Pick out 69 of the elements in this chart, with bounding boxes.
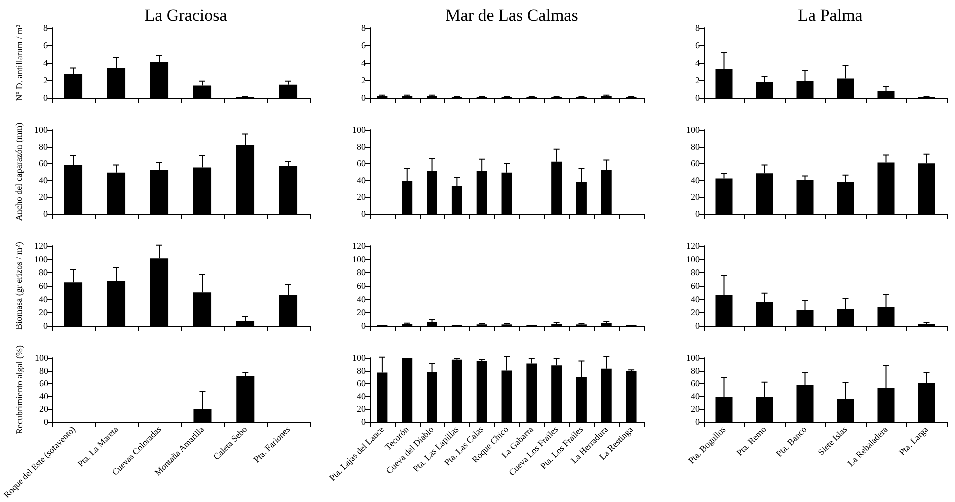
y-tick-label: 80: [357, 366, 366, 376]
y-tick-label: 2: [362, 76, 366, 86]
y-tick-label: 40: [691, 391, 700, 402]
x-tick-label: Siete Islas: [816, 424, 850, 458]
y-tick-label: 2: [696, 76, 700, 86]
y-tick-label: 80: [39, 142, 48, 152]
y-tick-label: 20: [39, 308, 48, 318]
y-tick-label: 0: [44, 416, 50, 427]
y-tick-label: 20: [691, 308, 700, 318]
y-tick-label: 40: [39, 175, 48, 186]
y-tick-label: 60: [40, 378, 50, 389]
y-axis-title: Nº D. antillarum / m²: [14, 24, 24, 102]
y-tick-label: 8: [44, 23, 48, 33]
y-tick-label: 20: [691, 404, 700, 414]
y-tick-label: 40: [357, 175, 366, 186]
y-tick-label: 6: [44, 40, 48, 50]
chart-title: La Graciosa: [144, 6, 228, 25]
chart-title: Mar de Las Calmas: [446, 6, 578, 25]
y-tick-label: 100: [34, 125, 48, 135]
y-tick-label: 100: [35, 353, 50, 363]
y-tick-label: 20: [40, 404, 50, 414]
y-tick-label: 20: [357, 192, 366, 202]
y-tick-label: 20: [691, 192, 700, 202]
y-tick-label: 20: [357, 404, 366, 414]
y-tick-label: 80: [691, 142, 700, 152]
y-tick-label: 60: [691, 158, 700, 169]
y-tick-label: 20: [357, 308, 366, 318]
y-tick-label: 60: [691, 281, 700, 291]
y-tick-label: 80: [357, 268, 366, 278]
y-tick-label: 100: [686, 125, 700, 135]
y-tick-label: 80: [357, 142, 366, 152]
y-tick-label: 120: [352, 241, 366, 251]
y-tick-label: 60: [691, 378, 700, 389]
y-tick-label: 100: [34, 254, 48, 264]
y-tick-label: 100: [686, 353, 700, 363]
y-tick-label: 60: [357, 281, 366, 291]
y-tick-label: 100: [686, 254, 700, 264]
y-tick-label: 80: [691, 268, 700, 278]
y-tick-label: 40: [39, 294, 48, 304]
y-tick-label: 80: [40, 366, 50, 376]
y-tick-label: 4: [362, 58, 366, 68]
y-tick-label: 40: [691, 175, 700, 186]
y-tick-label: 60: [39, 281, 48, 291]
y-tick-label: 40: [40, 391, 50, 402]
y-axis-title: Ancho del caparazón (mm): [14, 122, 24, 222]
y-tick-label: 40: [691, 294, 700, 304]
y-tick-label: 2: [44, 76, 48, 86]
y-axis-title: Biomasa (gr erizos / m²): [14, 242, 24, 330]
y-tick-label: 100: [352, 254, 366, 264]
y-tick-label: 80: [691, 366, 700, 376]
y-tick-label: 100: [352, 125, 366, 135]
y-tick-label: 60: [357, 378, 366, 389]
y-tick-label: 20: [39, 192, 48, 202]
y-tick-label: 8: [362, 23, 366, 33]
y-tick-label: 4: [696, 58, 700, 68]
y-tick-label: 8: [696, 23, 700, 33]
y-tick-label: 120: [34, 241, 48, 251]
y-tick-label: 100: [352, 353, 366, 363]
y-tick-label: 120: [686, 241, 700, 251]
chart-title: La Palma: [798, 6, 864, 25]
y-tick-label: 6: [362, 40, 366, 50]
y-tick-label: 40: [357, 294, 366, 304]
y-tick-label: 60: [357, 158, 366, 169]
y-axis-title: Recubrimiento algal (%): [14, 345, 25, 434]
y-tick-label: 80: [39, 268, 48, 278]
y-tick-label: 40: [357, 391, 366, 402]
y-tick-label: 6: [696, 40, 700, 50]
y-tick-label: 4: [44, 58, 48, 68]
y-tick-label: 60: [39, 158, 48, 169]
